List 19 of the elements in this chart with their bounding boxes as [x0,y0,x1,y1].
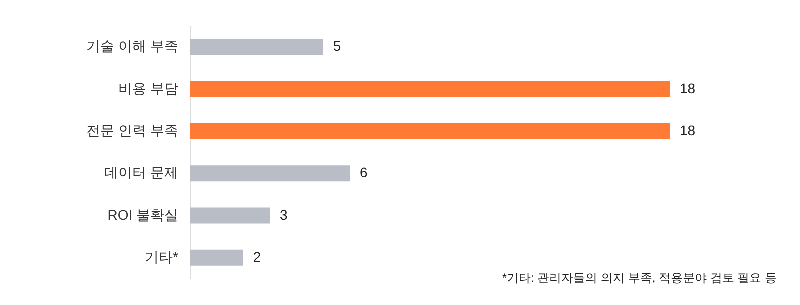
y-tick-label: 기술 이해 부족 [86,38,178,54]
y-tick-label: 비용 부담 [118,80,178,96]
data-label: 18 [680,122,696,138]
y-tick-label: 기타* [145,248,180,265]
bar [190,123,670,140]
bar [190,250,244,266]
bar [190,166,350,182]
y-tick-label: 전문 인력 부족 [86,122,178,138]
data-label: 18 [680,80,696,96]
data-label: 6 [360,164,368,181]
y-tick-label: 데이터 문제 [104,164,178,181]
annotation: *기타: 관리자들의 의지 부족, 적용분야 검토 필요 등 [502,271,777,285]
bar [190,39,324,56]
data-label: 5 [333,38,342,54]
data-label: 3 [280,206,288,223]
y-tick-label: ROI 불확실 [108,206,178,223]
bar [190,208,270,224]
data-label: 2 [253,248,262,265]
bar [190,81,670,98]
